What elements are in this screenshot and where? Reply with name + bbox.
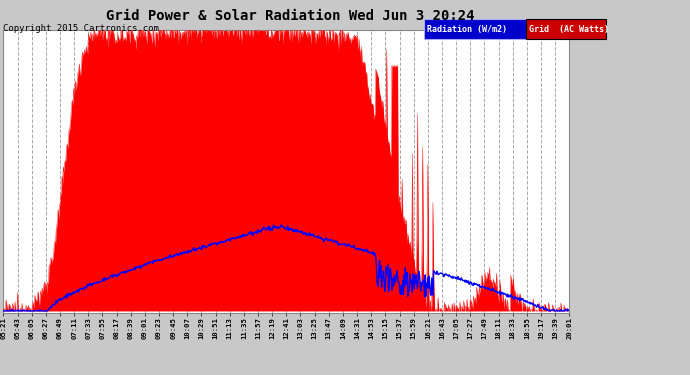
Text: Grid  (AC Watts): Grid (AC Watts) xyxy=(529,25,609,34)
Text: Grid Power & Solar Radiation Wed Jun 3 20:24: Grid Power & Solar Radiation Wed Jun 3 2… xyxy=(106,9,474,23)
Text: Copyright 2015 Cartronics.com: Copyright 2015 Cartronics.com xyxy=(3,24,159,33)
Text: Radiation (W/m2): Radiation (W/m2) xyxy=(427,25,507,34)
